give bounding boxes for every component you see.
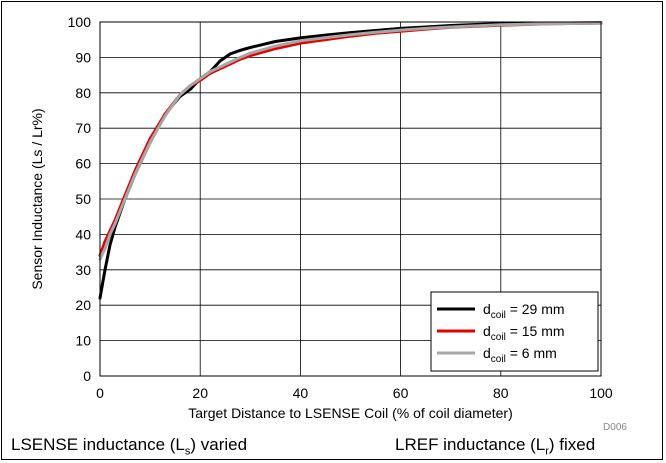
series-line-2 [98,21,603,258]
y-axis-label: Sensor Inductance (Ls / Lr%) [29,108,45,289]
caption-left-sub: s [184,445,191,458]
plot-area [99,21,602,377]
y-tick-label: 10 [75,333,91,349]
x-tick-label: 80 [493,385,509,401]
caption-right-rest: ) fixed [548,435,596,454]
figure-id: D006 [603,422,627,433]
y-tick-label: 100 [68,14,92,30]
legend-entry: dcoil = 6 mm [483,345,557,365]
y-tick-label: 50 [75,191,91,207]
y-tick-label: 80 [75,85,91,101]
x-tick-label: 20 [192,385,208,401]
y-tick-label: 0 [83,368,91,384]
y-tick-label: 20 [75,297,91,313]
caption-left-rest: ) varied [190,435,248,454]
series-line-1 [98,21,603,300]
series-line-3 [98,21,603,261]
x-tick-label: 0 [96,385,104,401]
x-axis-label: Target Distance to LSENSE Coil (% of coi… [188,405,512,421]
x-tick-label: 100 [589,385,613,401]
x-tick-label: 40 [293,385,309,401]
legend-entry: dcoil = 29 mm [483,301,565,321]
caption-left: LSENSE inductance (Ls) varied [11,435,247,457]
x-tick-label: 60 [393,385,409,401]
caption-right: LREF inductance (Lr) fixed [395,435,595,457]
series-lines [98,21,603,300]
legend-entry: dcoil = 15 mm [483,323,565,343]
y-tick-label: 70 [75,120,91,136]
y-tick-label: 30 [75,262,91,278]
caption-right-main: LREF inductance (L [395,435,546,454]
caption-left-main: LSENSE inductance (L [11,435,185,454]
y-tick-label: 90 [75,49,91,65]
y-tick-label: 60 [75,156,91,172]
y-tick-label: 40 [75,226,91,242]
tick-labels: 0 20 40 60 80 100 0 10 20 30 40 50 60 70 80 90 100 [68,14,613,401]
caption-right-sub: r [545,445,549,458]
